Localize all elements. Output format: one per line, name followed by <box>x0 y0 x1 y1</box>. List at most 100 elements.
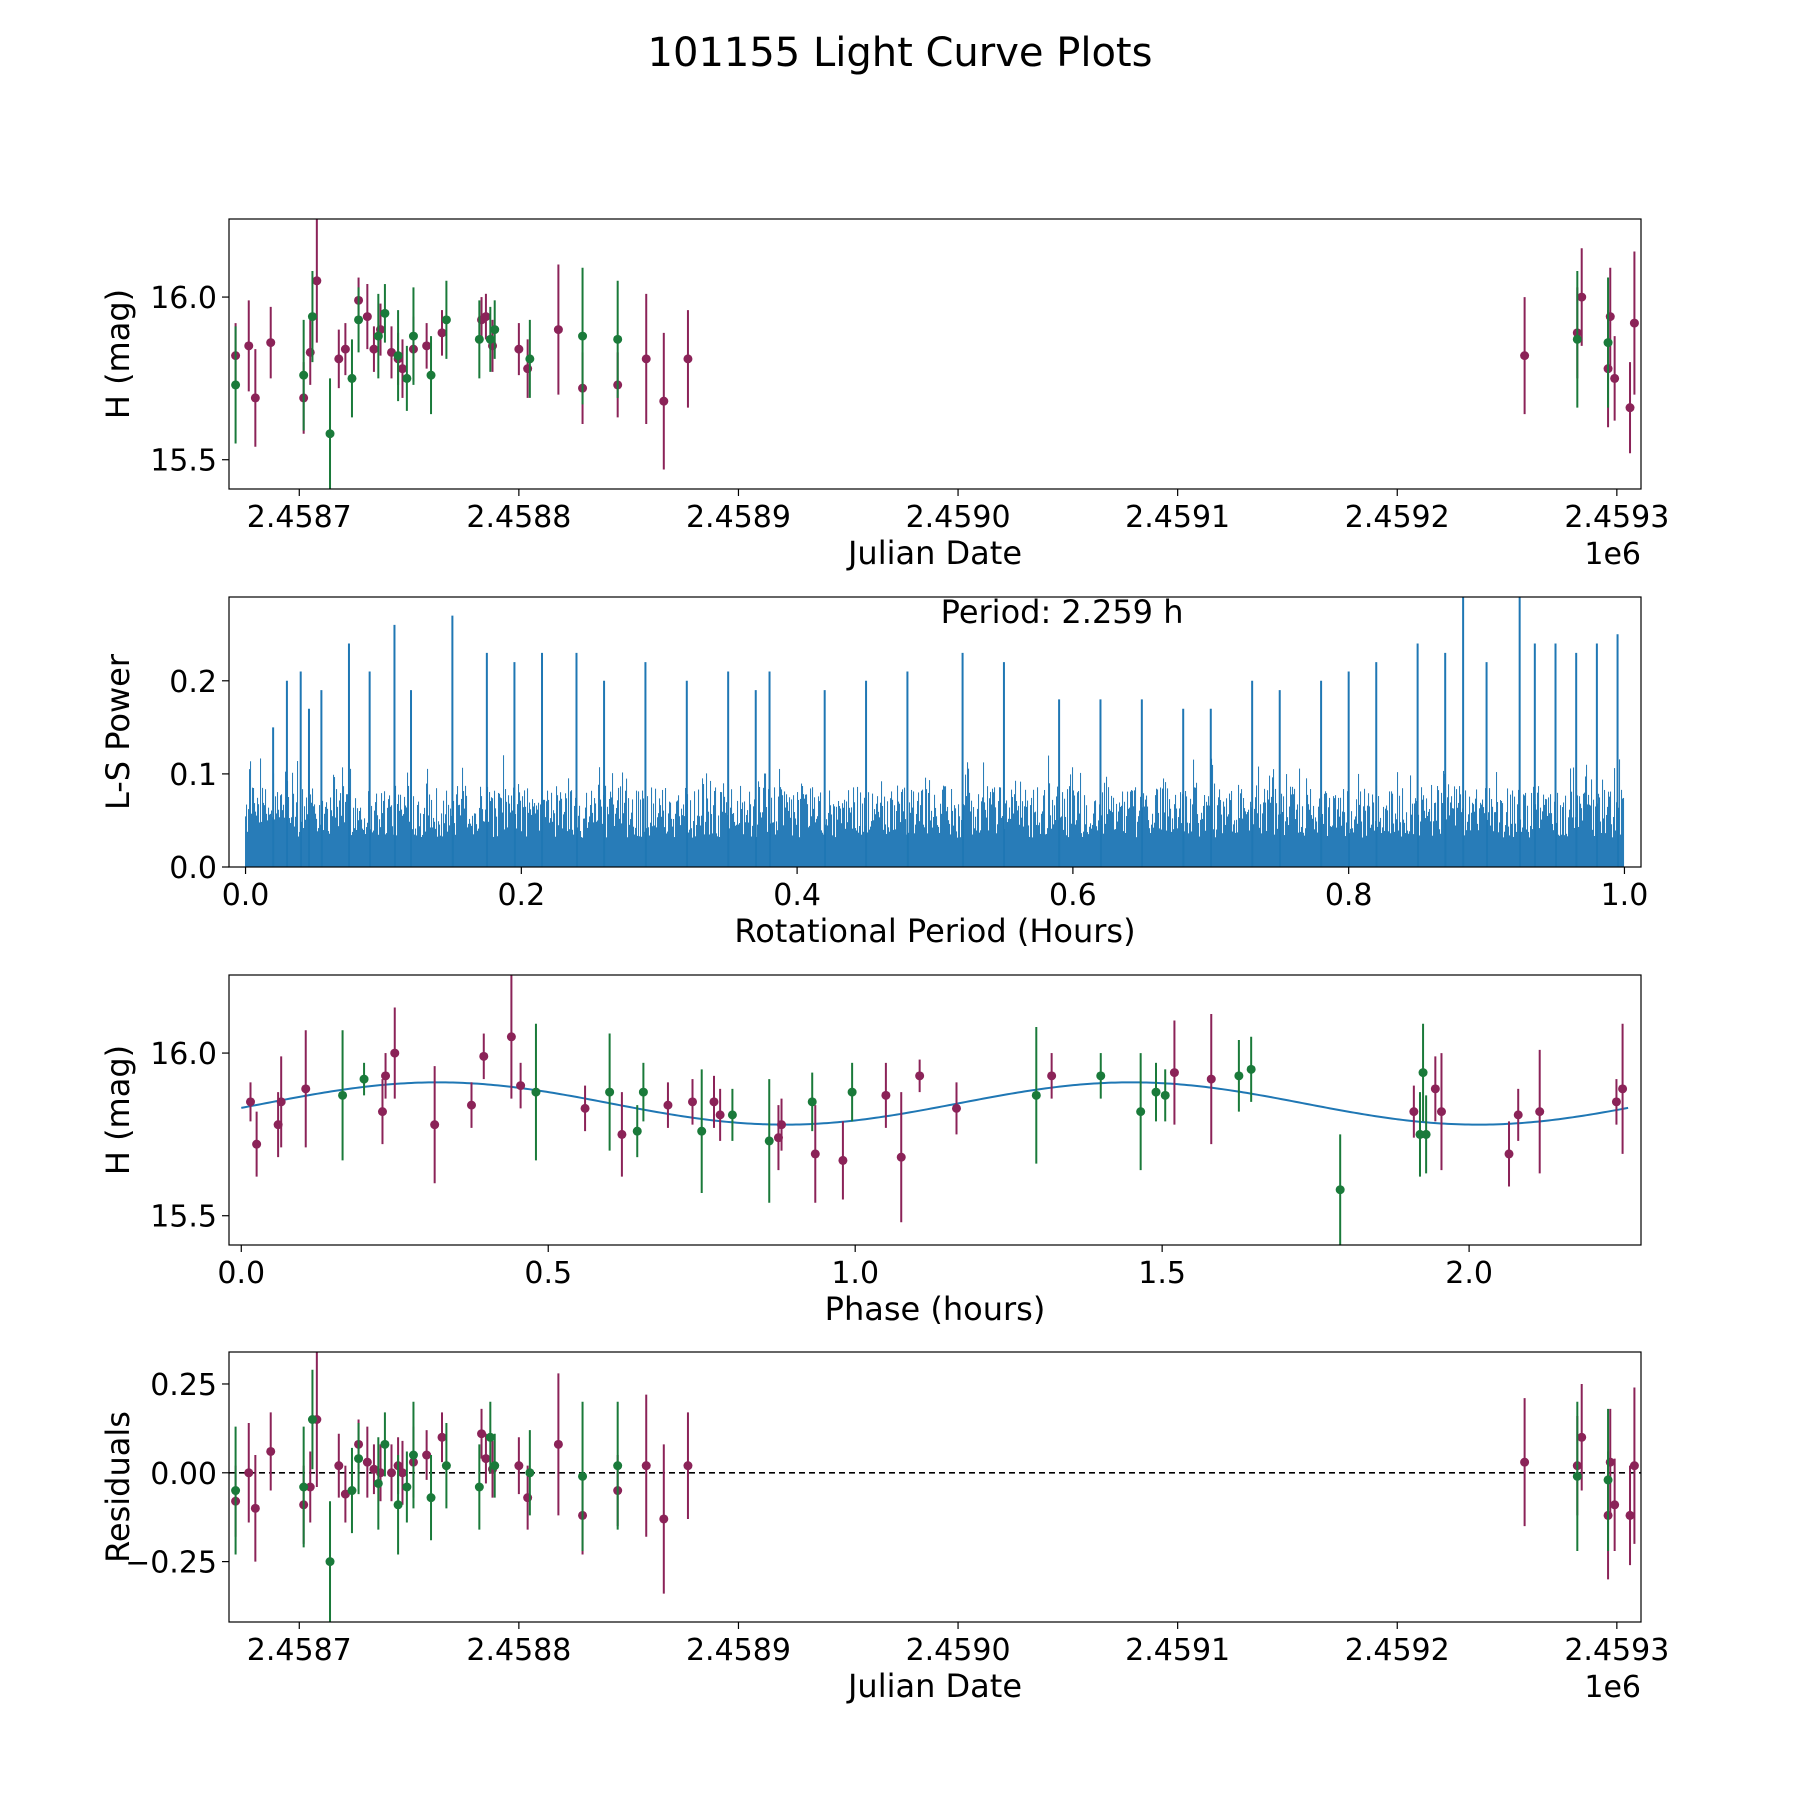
data-point <box>430 1120 440 1130</box>
data-point <box>252 1139 262 1149</box>
y-axis-label: H (mag) <box>99 1045 137 1175</box>
y-tick-label: 15.5 <box>150 444 217 479</box>
axes-frame <box>228 1351 1642 1623</box>
data-point <box>1577 292 1587 302</box>
x-tick-label: 0.5 <box>524 1256 572 1291</box>
data-point <box>393 1500 403 1510</box>
plot-area <box>245 597 1625 867</box>
x-tick-label: 2.4592 <box>1345 1633 1450 1668</box>
x-tick-label: 2.4588 <box>466 500 571 535</box>
data-point <box>369 344 379 354</box>
data-point <box>338 1090 348 1100</box>
panel-1: 2.4587 2.4588 2.4589 2.4590 2.4591 2.4592 2.45… <box>99 218 1669 572</box>
x-tick-label: 2.4588 <box>466 1633 571 1668</box>
data-point <box>266 338 276 348</box>
data-point <box>373 1478 383 1488</box>
data-point <box>340 344 350 354</box>
data-point <box>951 1103 961 1113</box>
x-tick-label: 1.0 <box>831 1256 879 1291</box>
y-tick-label: 0.1 <box>169 758 217 793</box>
data-point <box>244 1468 254 1478</box>
data-point <box>663 1100 673 1110</box>
data-point <box>479 1051 489 1061</box>
panel-2: Period: 2.259 h 0.0 0.2 0.4 0.6 0.8 1.0 0.0 0.1 0… <box>99 593 1648 950</box>
data-point <box>250 393 260 403</box>
x-tick-label: 0.4 <box>773 878 821 913</box>
data-point <box>810 1149 820 1159</box>
periodogram-series <box>245 597 1625 867</box>
series-g <box>231 1369 1613 1622</box>
x-offset-label: 1e6 <box>1584 537 1641 572</box>
data-point <box>380 1439 390 1449</box>
data-point <box>362 312 372 322</box>
data-point <box>1206 1074 1216 1084</box>
data-point <box>325 429 335 439</box>
x-tick-label: 2.4593 <box>1564 500 1669 535</box>
series-g <box>338 1023 1431 1245</box>
y-tick-label: 0.2 <box>169 665 217 700</box>
data-point <box>1618 1084 1628 1094</box>
data-point <box>373 331 383 341</box>
data-point <box>426 1493 436 1503</box>
data-point <box>516 1081 526 1091</box>
data-point <box>334 354 344 364</box>
data-point <box>474 334 484 344</box>
data-point <box>1096 1071 1106 1081</box>
plot-area <box>241 975 1629 1245</box>
data-point <box>305 1482 315 1492</box>
data-point <box>777 1120 787 1130</box>
data-point <box>397 364 407 374</box>
x-tick-label: 2.4589 <box>686 500 791 535</box>
data-point <box>1577 1432 1587 1442</box>
data-point <box>354 1454 364 1464</box>
x-axis-label: Julian Date <box>846 534 1022 572</box>
data-point <box>531 1087 541 1097</box>
data-point <box>1246 1064 1256 1074</box>
data-point <box>393 351 403 361</box>
data-point <box>1611 1097 1621 1107</box>
data-point <box>1421 1129 1431 1139</box>
data-point <box>437 328 447 338</box>
data-point <box>441 1461 451 1471</box>
data-point <box>380 308 390 318</box>
x-tick-label: 2.0 <box>1445 1256 1493 1291</box>
data-point <box>266 1446 276 1456</box>
data-point <box>1513 1110 1523 1120</box>
data-point <box>838 1155 848 1165</box>
data-point <box>325 1557 335 1567</box>
data-point <box>1047 1071 1057 1081</box>
data-point <box>659 1514 669 1524</box>
data-point <box>481 312 491 322</box>
x-tick-label: 0.6 <box>1049 878 1097 913</box>
data-point <box>362 1457 372 1467</box>
data-point <box>613 334 623 344</box>
data-point <box>231 380 241 390</box>
data-point <box>1625 403 1635 413</box>
x-tick-label: 1.0 <box>1601 878 1649 913</box>
data-point <box>617 1129 627 1139</box>
data-point <box>1625 1510 1635 1520</box>
data-point <box>697 1126 707 1136</box>
y-tick-label: −0.25 <box>125 1546 217 1581</box>
data-point <box>244 341 254 351</box>
data-point <box>485 1432 495 1442</box>
data-point <box>709 1097 719 1107</box>
data-point <box>1610 1500 1620 1510</box>
data-point <box>307 1415 317 1424</box>
data-point <box>381 1071 391 1081</box>
data-point <box>605 1087 615 1097</box>
data-point <box>334 1461 344 1471</box>
data-point <box>578 331 588 341</box>
data-point <box>896 1152 906 1162</box>
data-point <box>347 373 357 383</box>
data-point <box>1160 1090 1170 1100</box>
data-point <box>397 1468 407 1478</box>
data-point <box>1629 318 1639 328</box>
data-point <box>506 1032 516 1042</box>
data-point <box>525 354 535 364</box>
data-point <box>1504 1149 1514 1159</box>
data-point <box>474 1482 484 1492</box>
data-point <box>1535 1107 1545 1117</box>
data-point <box>402 373 412 383</box>
y-tick-label: 16.0 <box>150 281 217 316</box>
